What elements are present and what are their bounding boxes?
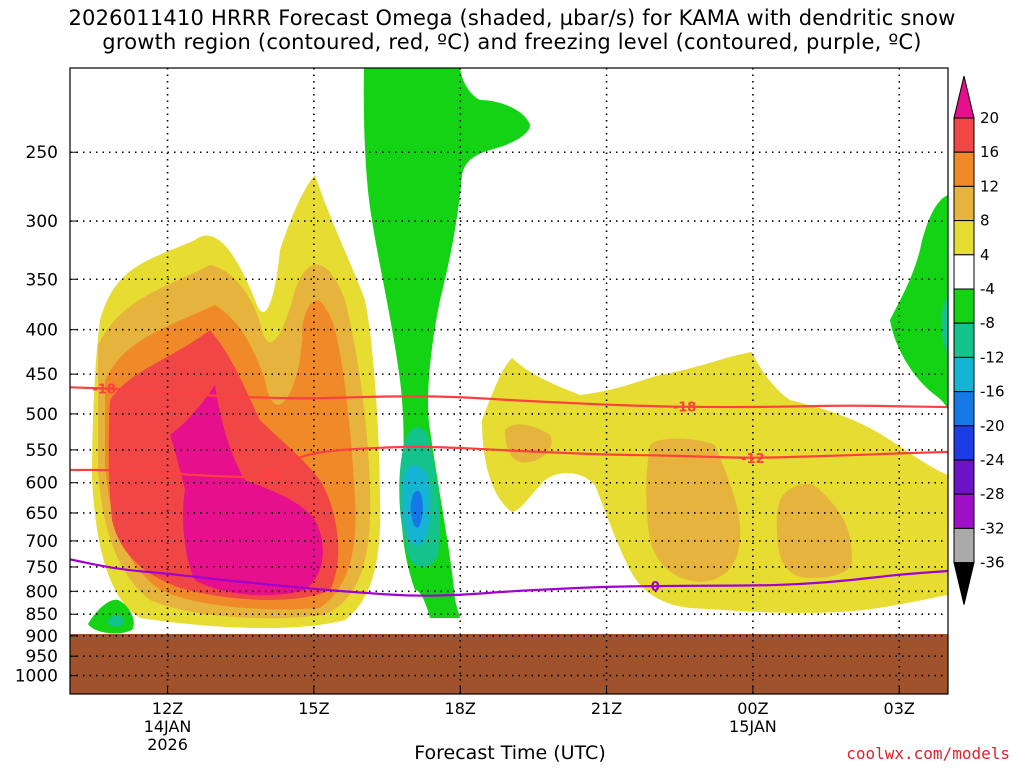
colorbar-cell [953, 356, 975, 393]
plot-frame [69, 67, 949, 695]
contour-label--12: -12 [741, 452, 765, 467]
colorbar-cell [953, 493, 975, 529]
grid-lines [70, 68, 948, 694]
y-tick-label: 900 [26, 627, 58, 647]
y-tick-label: 950 [26, 647, 58, 667]
colorbar-top-arrow [953, 75, 975, 119]
colorbar-label: -24 [980, 451, 1005, 469]
x-tick-year: 2026 [147, 735, 188, 754]
colorbar-label: -12 [980, 348, 1005, 366]
y-tick-label: 450 [26, 365, 58, 385]
y-tick-label: 800 [26, 582, 58, 602]
colorbar-cell [953, 185, 975, 222]
contour-line-0 [70, 558, 948, 597]
colorbar-label: 8 [980, 212, 990, 230]
colorbar-label: 12 [980, 177, 999, 195]
colorbar-cell [953, 322, 975, 358]
source-credit: coolwx.com/models [846, 744, 1010, 763]
y-tick-label: 850 [26, 605, 58, 625]
colorbar-cell [953, 391, 975, 427]
x-tick-label: 00Z [737, 699, 768, 718]
colorbar-label: 16 [980, 143, 999, 161]
x-tick-label: 21Z [591, 699, 622, 718]
colorbar-cell [953, 151, 975, 187]
omega-region-right-8a [505, 424, 552, 463]
y-tick-label: 750 [26, 558, 58, 578]
y-tick-label: 350 [26, 270, 58, 290]
x-axis-label: Forecast Time (UTC) [414, 742, 606, 764]
y-tick-label: 550 [26, 441, 58, 461]
colorbar-label: -28 [980, 485, 1005, 503]
y-tick-label: 500 [26, 405, 58, 425]
y-tick-label: 300 [26, 212, 58, 232]
y-tick-label: 650 [26, 504, 58, 524]
y-axis: 2503003504004505005506006507007508008509… [15, 143, 78, 687]
colorbar-label: -4 [980, 280, 995, 298]
contour-label--18: -18 [92, 382, 116, 397]
omega-region-right-neg8 [890, 195, 948, 410]
omega-column-neg8 [363, 68, 530, 618]
temperature-contours: -18 -18 -12 -12 0 [70, 382, 948, 597]
x-tick-label: 18Z [445, 699, 476, 718]
contour-line--12 [70, 445, 948, 479]
chart-title-line-1: 2026011410 HRRR Forecast Omega (shaded, … [68, 6, 956, 30]
omega-shading [70, 68, 948, 694]
colorbar-cell [953, 527, 975, 564]
omega-region-8-upper [302, 300, 330, 366]
x-tick-date: 15JAN [729, 717, 777, 736]
omega-blob-neg8 [88, 599, 134, 634]
omega-column-neg20 [410, 490, 423, 528]
colorbar-cell [953, 288, 975, 324]
ground-fill [70, 634, 948, 694]
colorbar-label: -36 [980, 554, 1005, 572]
omega-region-right-8b [646, 438, 741, 582]
colorbar-cell [953, 117, 975, 153]
colorbar-label: 20 [980, 109, 999, 127]
colorbar-bottom-arrow [953, 562, 975, 605]
colorbar-cell [953, 459, 975, 495]
x-tick-label: 12Z [152, 699, 183, 718]
colorbar-label: -16 [980, 383, 1005, 401]
omega-region-20 [170, 385, 323, 596]
colorbar-cell [953, 254, 975, 290]
colorbar-label: 4 [980, 246, 990, 264]
chart-title-line-2: growth region (contoured, red, ºC) and f… [102, 30, 922, 54]
omega-region-right-neg12 [941, 295, 948, 355]
x-tick-label: 15Z [298, 699, 329, 718]
contour-label--12: -12 [258, 468, 282, 483]
y-tick-label: 250 [26, 143, 58, 163]
colorbar: 20 16 12 8 4 -4 -8 -12 -16 -20 -24 -28 -32 -36 [953, 75, 1005, 605]
x-tick-label: 03Z [884, 699, 915, 718]
y-tick-label: 1000 [15, 667, 58, 687]
contour-label--18: -18 [673, 401, 697, 416]
x-tick-date: 14JAN [144, 717, 192, 736]
contour-line--18 [70, 386, 948, 409]
colorbar-label: -8 [980, 314, 995, 332]
colorbar-cell [953, 220, 975, 256]
contour-label-0: 0 [651, 580, 660, 595]
omega-blob-neg12 [107, 615, 125, 627]
colorbar-label: -32 [980, 519, 1005, 537]
colorbar-cell [953, 425, 975, 461]
y-tick-label: 700 [26, 532, 58, 552]
y-tick-label: 600 [26, 474, 58, 494]
y-tick-label: 400 [26, 321, 58, 341]
omega-region-right-8c [776, 483, 852, 578]
colorbar-label: -20 [980, 417, 1005, 435]
